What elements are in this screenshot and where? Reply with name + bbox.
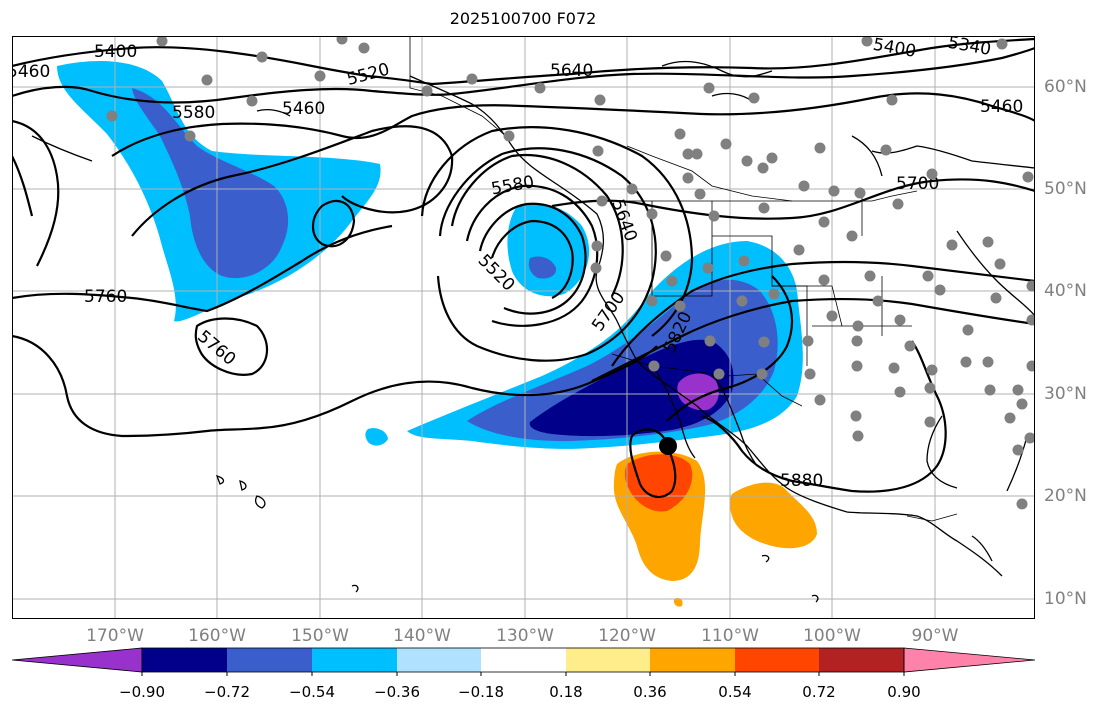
- colorbar-swatch: [481, 648, 566, 672]
- colorbar-swatch: [12, 647, 143, 673]
- positive-anomaly-shading: [613, 451, 817, 607]
- contour-label: 5700: [896, 174, 939, 194]
- graticule: [12, 36, 1035, 619]
- colorbar-swatch: [903, 647, 1035, 673]
- lon-label: 120°W: [598, 626, 656, 646]
- lon-label: 170°W: [86, 626, 144, 646]
- lat-label: 40°N: [1044, 281, 1087, 301]
- colorbar-swatch: [650, 648, 735, 672]
- coastlines: [31, 60, 1035, 603]
- contour-label: 5880: [780, 471, 823, 491]
- contour-label: 5580: [172, 103, 215, 123]
- contour-label: 5460: [12, 62, 50, 82]
- lat-label: 50°N: [1044, 179, 1087, 199]
- lat-label: 30°N: [1044, 384, 1087, 404]
- colorbar-tick-label: 0.36: [633, 683, 667, 701]
- lon-label: 110°W: [701, 626, 759, 646]
- colorbar-tick-label: 0.72: [802, 683, 836, 701]
- colorbar-tick-label: −0.54: [289, 683, 335, 701]
- lat-label: 60°N: [1044, 77, 1087, 97]
- colorbar-swatch: [819, 648, 904, 672]
- colorbar-tick-label: −0.18: [458, 683, 504, 701]
- lon-label: 90°W: [911, 626, 959, 646]
- lon-label: 150°W: [291, 626, 349, 646]
- map-title: 2025100700 F072: [449, 9, 597, 28]
- lon-label: 160°W: [188, 626, 246, 646]
- colorbar-swatch: [227, 648, 312, 672]
- contour-label: 5400: [94, 42, 137, 62]
- storm-center-dot: [659, 437, 677, 455]
- colorbar-tick-label: 0.54: [718, 683, 752, 701]
- colorbar-tick-label: −0.36: [374, 683, 420, 701]
- colorbar-tick-label: −0.90: [119, 683, 165, 701]
- colorbar-tick-label: −0.72: [204, 683, 250, 701]
- colorbar: [12, 647, 1035, 676]
- lon-label: 100°W: [803, 626, 861, 646]
- contour-label: 5460: [980, 97, 1023, 117]
- lat-label: 10°N: [1044, 589, 1087, 609]
- station-markers: [106, 36, 1035, 510]
- colorbar-swatch: [397, 648, 481, 672]
- colorbar-swatch: [566, 648, 650, 672]
- lat-label: 20°N: [1044, 486, 1087, 506]
- colorbar-tick-label: 0.90: [887, 683, 921, 701]
- colorbar-swatch: [312, 648, 397, 672]
- contour-label: 5340: [946, 36, 992, 60]
- map-panel: 5400 5460 5520 5580 5640 5400 5340 5460 …: [12, 36, 1035, 619]
- lon-label: 140°W: [393, 626, 451, 646]
- lon-label: 130°W: [496, 626, 554, 646]
- height-contours: [12, 37, 1035, 498]
- colorbar-swatch: [142, 648, 227, 672]
- contour-label: 5640: [550, 61, 593, 81]
- contour-label: 5460: [282, 99, 325, 119]
- contour-label: 5760: [84, 287, 127, 307]
- colorbar-swatch: [735, 648, 819, 672]
- colorbar-tick-label: 0.18: [549, 683, 583, 701]
